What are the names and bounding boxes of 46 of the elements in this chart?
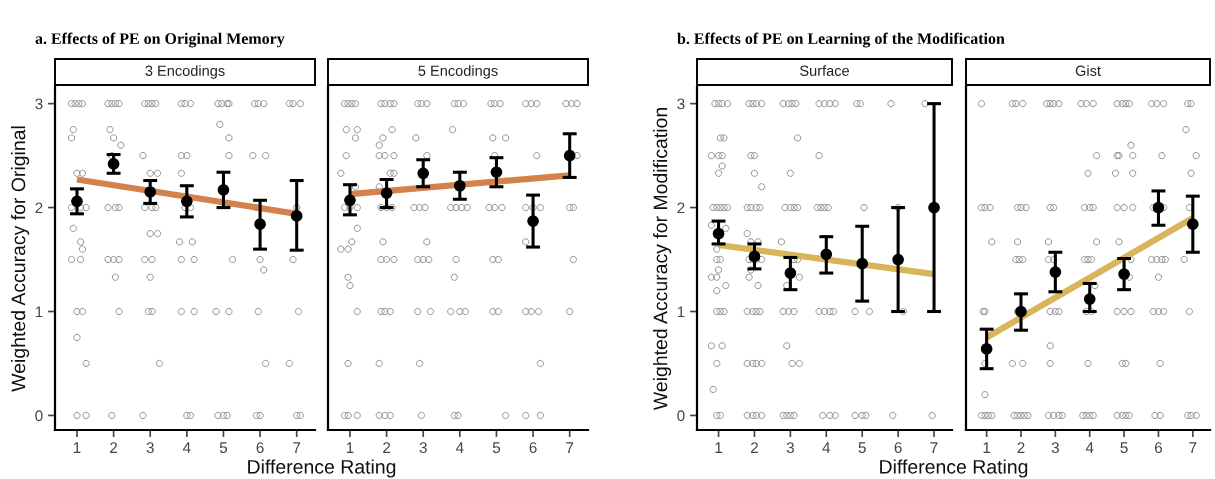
x-tick-label: 5 — [219, 442, 228, 454]
x-tick-label: 2 — [1017, 442, 1025, 453]
x-tick-label: 6 — [1154, 442, 1163, 454]
x-tick-label: 3 — [146, 442, 154, 454]
x-tick-label: 6 — [894, 442, 902, 454]
y-tick-label: 1 — [35, 306, 43, 318]
x-tick-label: 1 — [73, 442, 81, 453]
x-tick-label: 7 — [930, 442, 938, 453]
x-tick-label: 5 — [1120, 442, 1128, 454]
x-axis-title: Difference Rating — [248, 459, 396, 478]
y-tick-label: 0 — [35, 410, 43, 422]
x-tick-label: 3 — [419, 442, 427, 454]
x-tick-label: 6 — [256, 442, 264, 454]
x-tick-label: 3 — [786, 442, 794, 454]
x-tick-label: 2 — [750, 442, 758, 453]
y-axis-title: Weighted Accuracy for Original — [11, 126, 30, 392]
y-tick-label: 0 — [677, 410, 685, 422]
x-tick-label: 7 — [566, 442, 574, 453]
x-tick-label: 5 — [858, 442, 866, 454]
x-tick-label: 2 — [110, 442, 118, 453]
chart-subtitle: Gist — [1075, 65, 1101, 76]
chart-subtitle: Surface — [800, 65, 849, 76]
y-tick-label: 2 — [677, 202, 685, 214]
x-tick-label: 6 — [529, 442, 537, 454]
x-tick-label: 2 — [383, 442, 391, 453]
x-tick-label: 5 — [492, 442, 501, 454]
chart-subtitle: 5 Encodings — [418, 65, 498, 79]
x-axis-title: Difference Rating — [880, 459, 1028, 478]
x-tick-label: 4 — [455, 442, 464, 453]
y-tick-label: 3 — [35, 98, 43, 110]
x-tick-label: 4 — [1085, 442, 1094, 453]
y-tick-label: 2 — [35, 202, 43, 214]
x-tick-label: 4 — [182, 442, 191, 453]
y-tick-label: 3 — [677, 98, 685, 110]
x-tick-label: 1 — [346, 442, 354, 453]
x-tick-label: 1 — [983, 442, 991, 453]
x-tick-label: 7 — [293, 442, 301, 453]
x-tick-label: 3 — [1051, 442, 1059, 454]
chart-title: a. Effects of PE on Original Memory — [35, 32, 285, 48]
chart-subtitle: 3 Encodings — [145, 65, 225, 79]
x-tick-label: 1 — [715, 442, 723, 453]
y-tick-label: 1 — [677, 306, 685, 318]
x-tick-label: 7 — [1189, 442, 1197, 453]
x-tick-label: 4 — [822, 442, 831, 453]
y-axis-title: Weighted Accuracy for Modification — [653, 108, 672, 411]
chart-title: b. Effects of PE on Learning of the Modification — [677, 32, 1005, 48]
